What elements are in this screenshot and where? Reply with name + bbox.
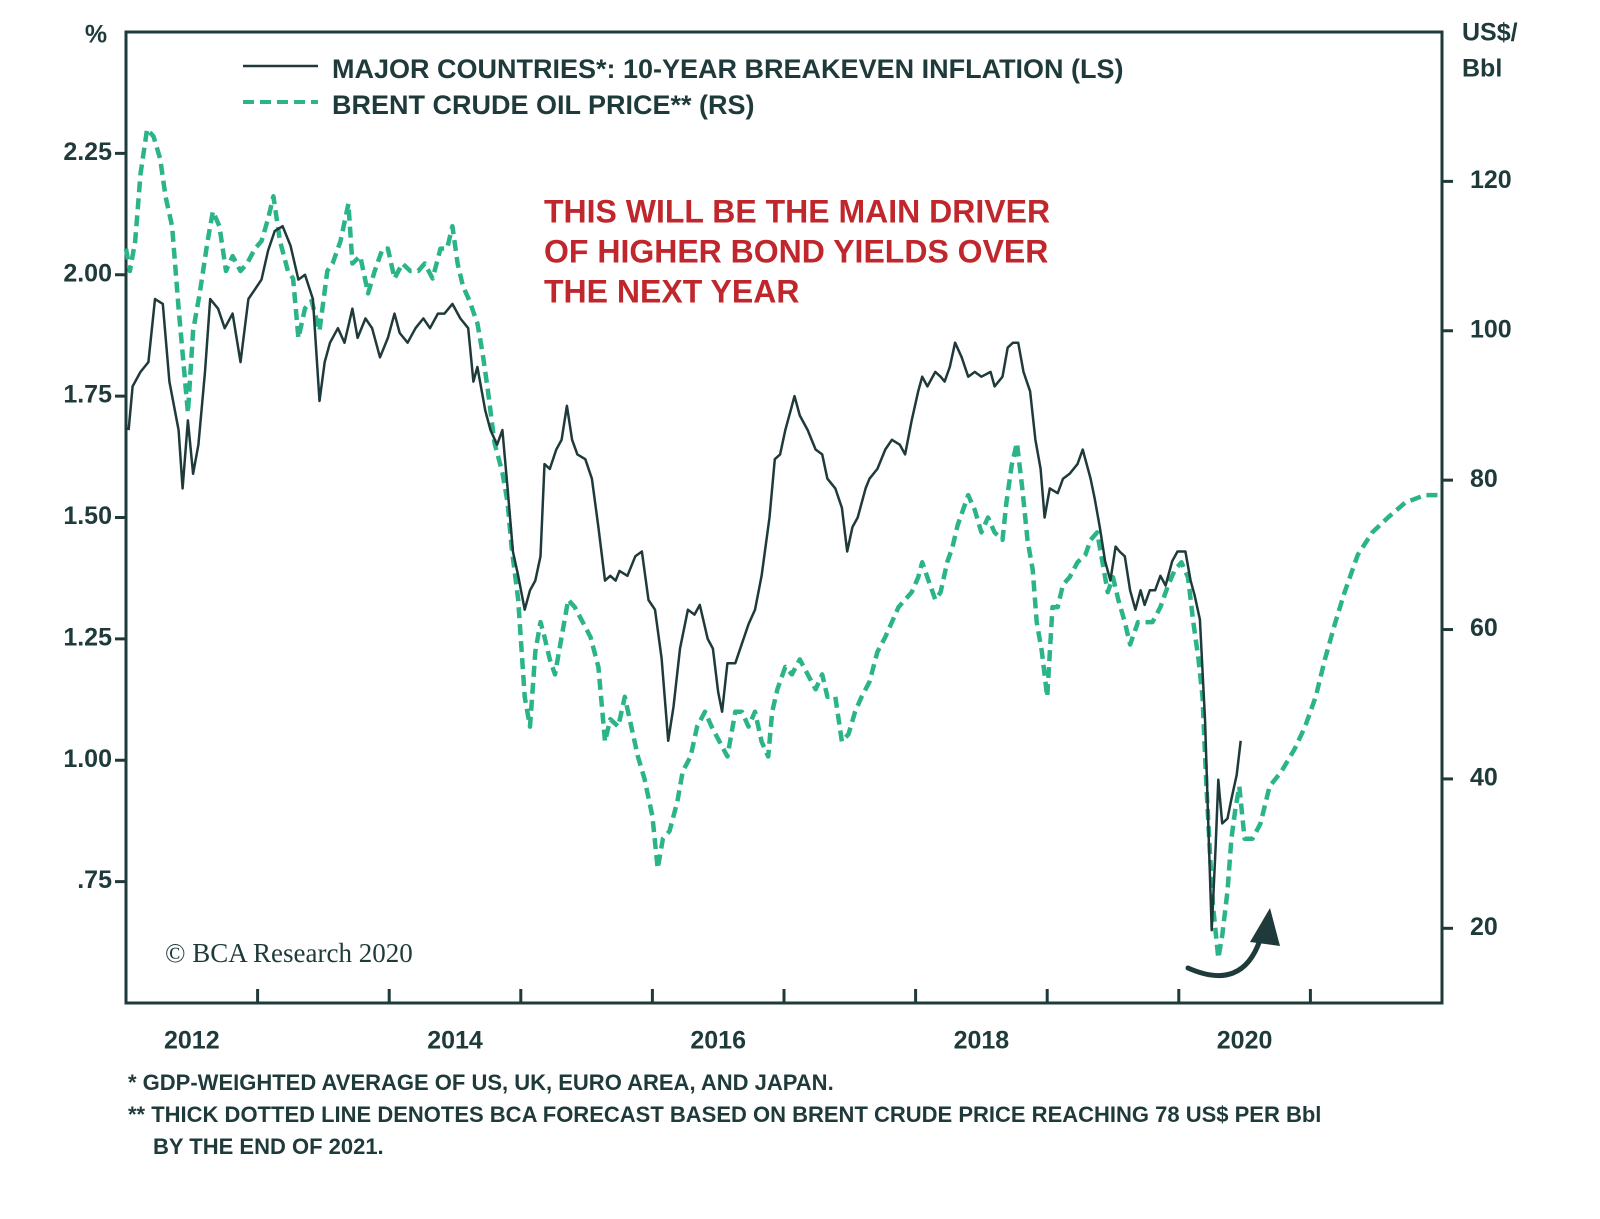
annotation: OF HIGHER BOND YIELDS OVER (544, 233, 1048, 269)
y2-tick-label: 120 (1470, 166, 1512, 194)
annotation: THE NEXT YEAR (544, 273, 799, 309)
x-tick-label: 2020 (1217, 1027, 1273, 1055)
footnote: BY THE END OF 2021. (153, 1134, 384, 1159)
series-line (123, 126, 1442, 961)
y-tick-label: 1.00 (63, 745, 112, 773)
y-tick-label: 1.75 (63, 381, 112, 409)
y2-tick-label: 100 (1470, 315, 1512, 343)
watermark: © BCA Research 2020 (165, 938, 413, 968)
footnote: ** THICK DOTTED LINE DENOTES BCA FORECAS… (128, 1102, 1321, 1127)
x-tick-label: 2012 (164, 1027, 220, 1055)
arrow (1185, 937, 1263, 978)
legend-label: MAJOR COUNTRIES*: 10-YEAR BREAKEVEN INFL… (332, 54, 1124, 84)
y2-axis-label: US$/ (1462, 19, 1518, 47)
y-tick-label: 2.00 (63, 259, 112, 287)
legend-label: BRENT CRUDE OIL PRICE** (RS) (332, 90, 755, 120)
y-axis-label: % (85, 21, 107, 49)
series-line (127, 224, 1242, 932)
x-tick-label: 2018 (954, 1027, 1010, 1055)
y2-tick-label: 20 (1470, 913, 1498, 941)
footnote: * GDP-WEIGHTED AVERAGE OF US, UK, EURO A… (128, 1070, 834, 1095)
y-tick-label: .75 (77, 866, 112, 894)
y2-tick-label: 80 (1470, 465, 1498, 493)
y-tick-label: 1.25 (63, 623, 112, 651)
y-tick-label: 2.25 (63, 138, 112, 166)
x-tick-label: 2014 (427, 1027, 483, 1055)
x-tick-label: 2016 (690, 1027, 746, 1055)
y2-axis-label: Bbl (1462, 55, 1502, 83)
y2-tick-label: 40 (1470, 764, 1498, 792)
annotation: THIS WILL BE THE MAIN DRIVER (544, 193, 1050, 229)
plot-frame (124, 30, 1444, 1005)
y2-tick-label: 60 (1470, 614, 1498, 642)
y-tick-label: 1.50 (63, 502, 112, 530)
arrow-head (1250, 908, 1280, 946)
